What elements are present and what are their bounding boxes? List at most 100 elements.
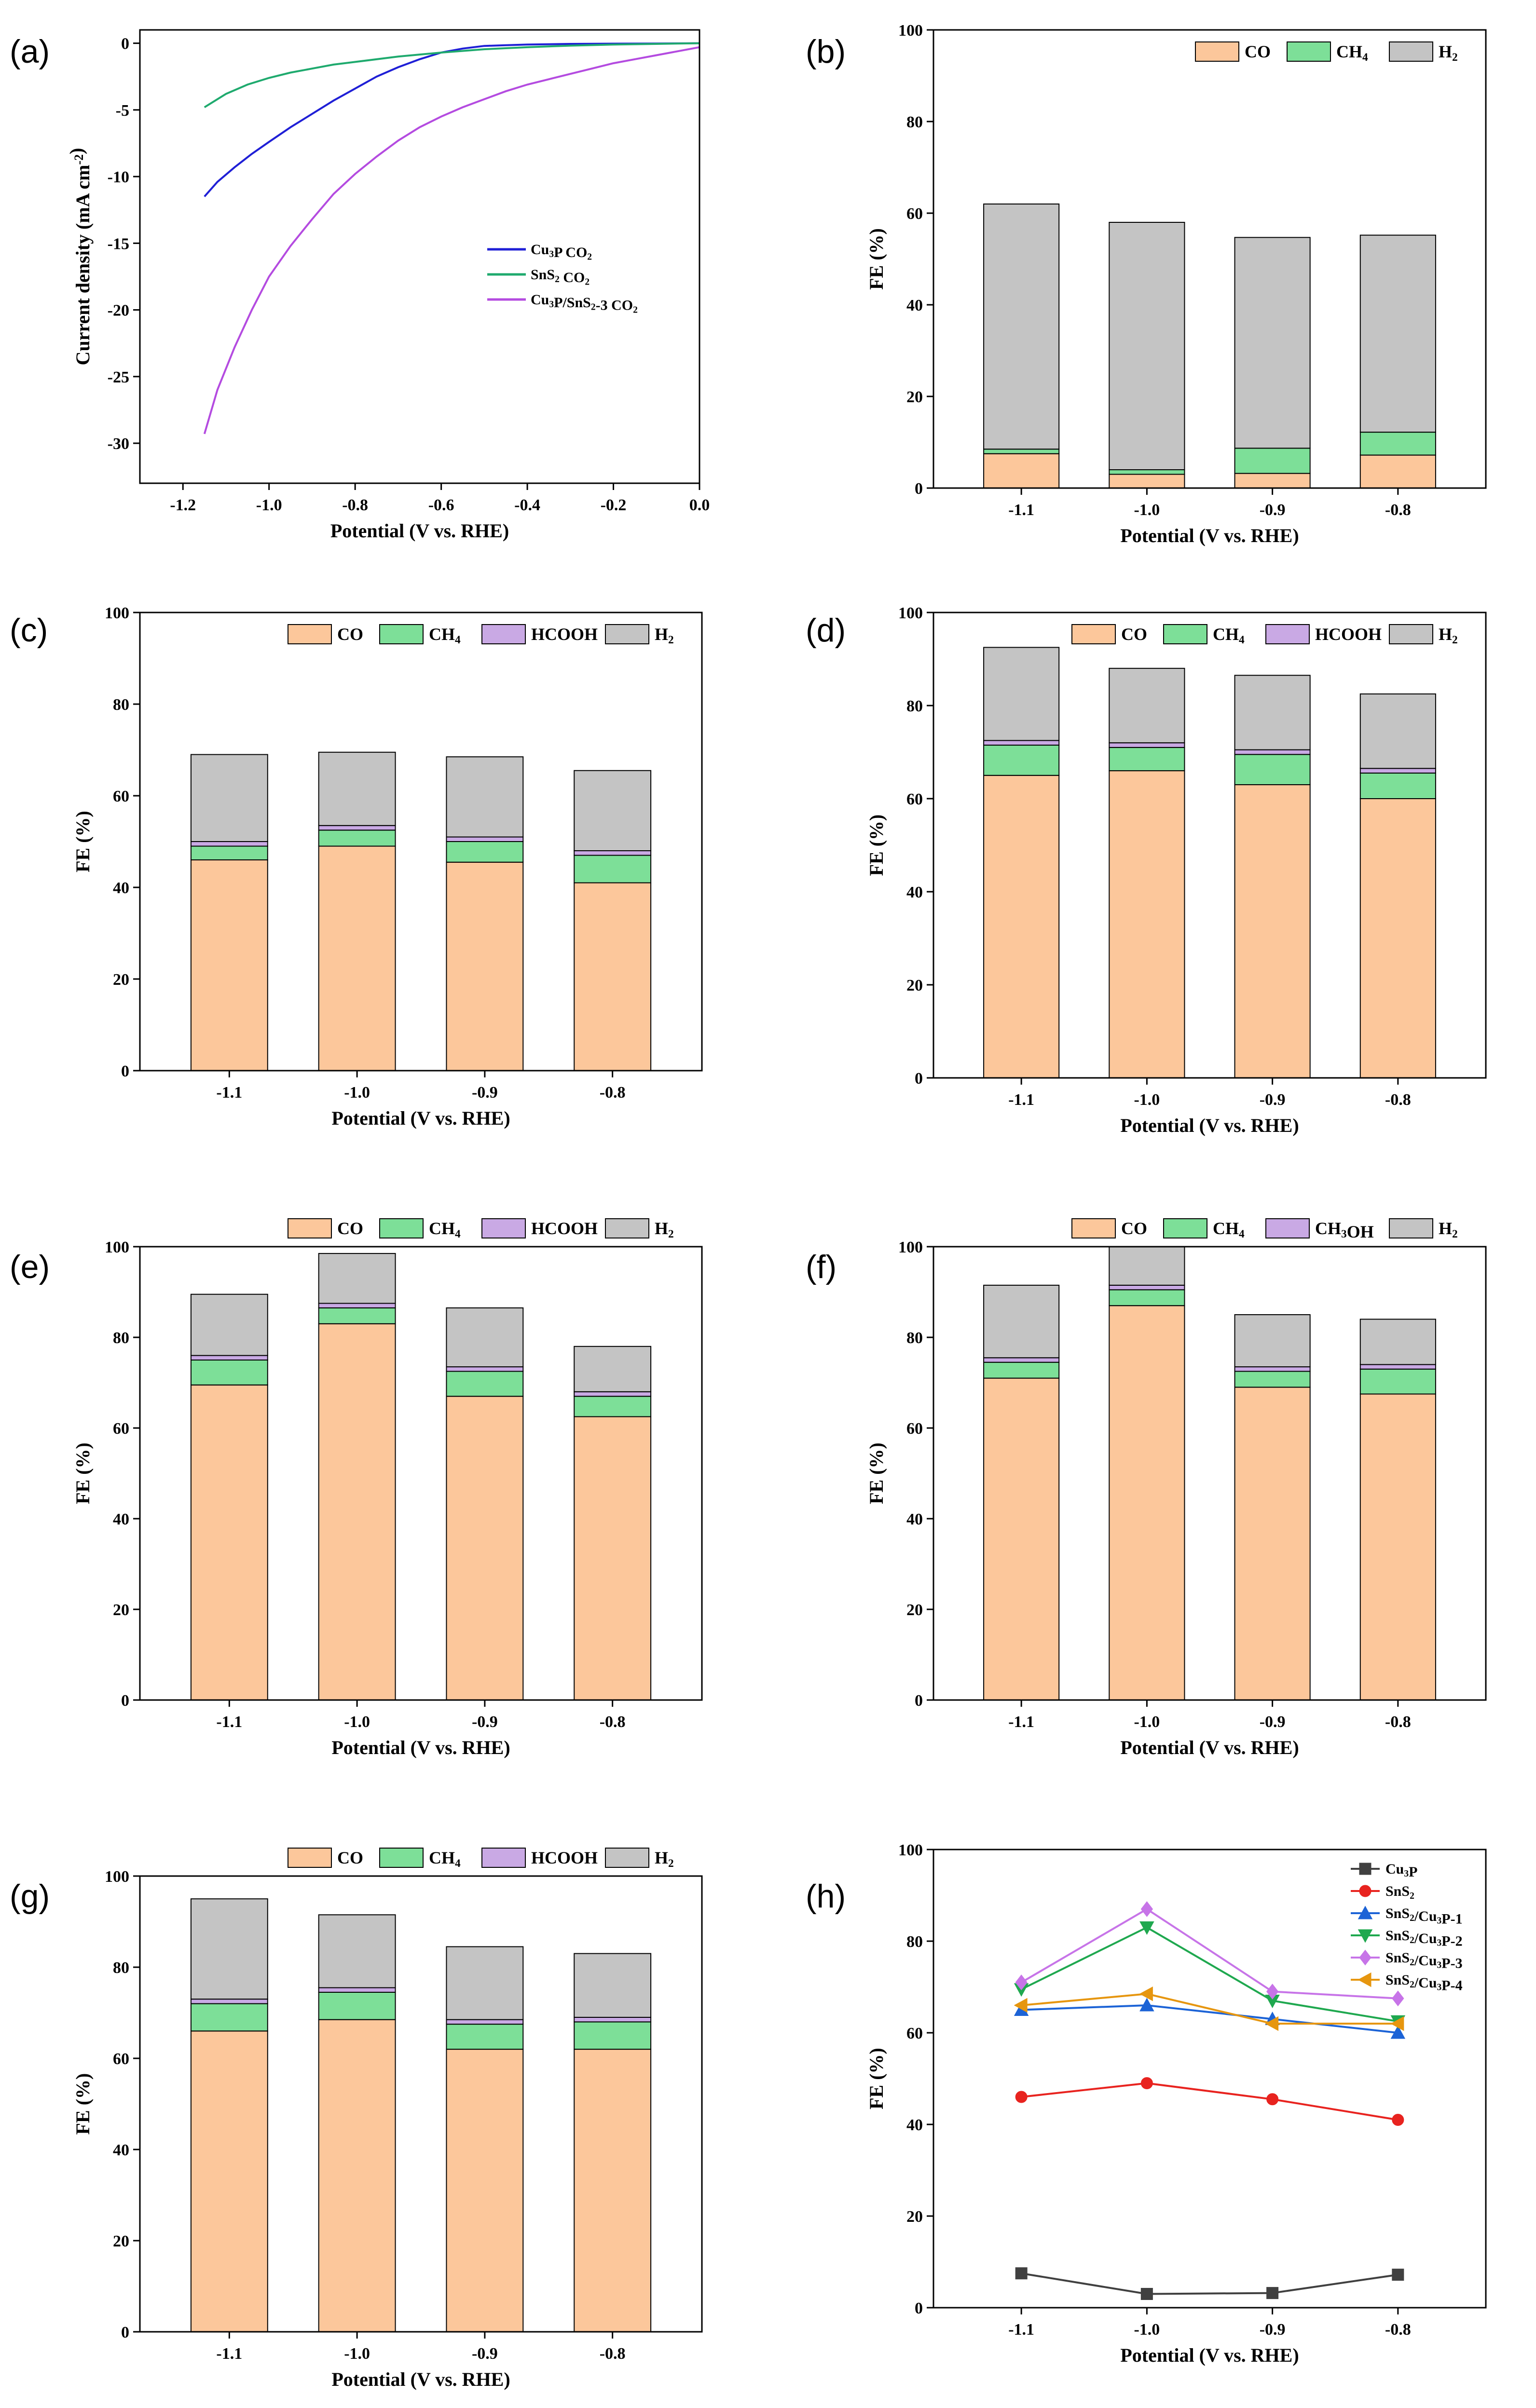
legend-swatch (481, 1218, 526, 1238)
y-tick-label: 100 (898, 22, 923, 40)
y-tick-label: 80 (906, 1329, 923, 1347)
panel-b: (b) -1.1 -1.0 -0.9 -0.8 0 20 40 60 80 100 FE (%) Pot… (806, 22, 1487, 546)
data-point (1266, 2093, 1279, 2106)
data-point (1139, 1986, 1153, 2001)
bar-ch--0.9 (446, 2024, 524, 2050)
x-axis-title: Potential (V vs. RHE) (331, 1107, 510, 1129)
x-tick-label: -0.9 (1260, 1713, 1286, 1731)
y-tick-label: 60 (113, 788, 129, 805)
legend-swatch (1389, 41, 1433, 62)
x-tick-label: -1.0 (1134, 2321, 1160, 2339)
bar-co--0.8 (1359, 1393, 1436, 1701)
panel-a: (a) -1.2 -1.0 -0.8 -0.6 -0.4 -0.2 0.0 0 -5 -10 -15 -… (10, 29, 710, 542)
bar-ch--0.9 (446, 1371, 524, 1397)
x-tick-label: -0.9 (1260, 501, 1286, 519)
bar-hcooh--0.8 (574, 850, 652, 856)
x-axis-title: Potential (V vs. RHE) (1120, 1115, 1299, 1136)
plot-frame-b (933, 29, 1487, 489)
bar-ch--0.8 (574, 1396, 652, 1417)
bar-hcooh--1.0 (318, 1303, 396, 1308)
legend-label: HCOOH (531, 625, 598, 644)
y-tick-label: 60 (906, 2025, 923, 2042)
legend-swatch (1265, 624, 1310, 644)
x-axis-title: Potential (V vs. RHE) (331, 1737, 510, 1758)
series-line (204, 42, 700, 109)
bar-h--1.1 (190, 754, 268, 842)
bar-hcooh--1.1 (190, 1355, 268, 1361)
plot-frame-h (933, 1849, 1487, 2309)
series-line (1021, 2004, 1399, 2034)
x-tick-label: -0.2 (601, 496, 627, 514)
y-tick-label: 100 (105, 604, 129, 622)
legend-label: SnS2 (1385, 1883, 1414, 1901)
panel-label: (h) (806, 1878, 846, 1915)
bar-h--0.8 (1359, 234, 1436, 433)
series-line (203, 46, 700, 435)
y-tick-label: 40 (906, 297, 923, 314)
bar-h--0.9 (1234, 675, 1311, 750)
data-point (1359, 1885, 1371, 1897)
bar-co--0.9 (1234, 473, 1311, 489)
series-line (204, 42, 700, 197)
legend-label: CH4 (1213, 625, 1245, 646)
legend-swatch (1389, 1218, 1433, 1238)
data-point (1015, 2091, 1028, 2103)
legend-label: SnS2/Cu3P-1 (1385, 1905, 1463, 1927)
x-axis-title: Potential (V vs. RHE) (1120, 2344, 1299, 2366)
y-tick-label: 40 (906, 2116, 923, 2134)
legend-label: SnS2/Cu3P-3 (1385, 1950, 1463, 1972)
y-tick-label: 100 (105, 1868, 129, 1886)
bar-ch--0.8 (574, 2021, 652, 2050)
legend-swatch (481, 1848, 526, 1868)
y-tick-label: 100 (898, 1238, 923, 1256)
x-tick-label: -1.0 (1134, 1713, 1160, 1731)
legend-swatch (1071, 624, 1116, 644)
x-axis-title: Potential (V vs. RHE) (1120, 525, 1299, 546)
y-tick-label: 80 (906, 1933, 923, 1951)
x-tick-label: -0.8 (600, 1084, 626, 1102)
legend-swatch (1163, 1218, 1207, 1238)
y-tick-label: 20 (906, 2208, 923, 2226)
x-tick-label: -1.1 (216, 1713, 242, 1731)
y-tick-label: 60 (113, 1420, 129, 1438)
bar-hcooh--1.1 (190, 841, 268, 847)
data-point (1015, 2267, 1028, 2280)
legend-swatch (1195, 41, 1239, 62)
x-tick-label: -0.8 (600, 2345, 626, 2363)
bar-co--0.8 (574, 2049, 652, 2333)
legend-label: HCOOH (531, 1219, 598, 1238)
plot-frame-e (139, 1246, 703, 1701)
bar-ch--1.0 (318, 830, 396, 847)
legend-swatch (481, 624, 526, 644)
bar-choh--0.9 (1234, 1366, 1311, 1372)
legend-swatch (288, 1848, 332, 1868)
y-tick-label: 80 (113, 1329, 129, 1347)
data-point (1390, 2025, 1406, 2039)
y-tick-label: 60 (906, 205, 923, 223)
x-tick-label: -1.0 (1134, 1091, 1160, 1109)
x-tick-label: -0.8 (600, 1713, 626, 1731)
y-tick-label: 20 (906, 388, 923, 406)
data-point (1358, 1929, 1373, 1943)
panel-label: (e) (10, 1249, 50, 1285)
legend-label: SnS2 CO2 (531, 267, 590, 287)
data-point (1140, 2288, 1153, 2300)
x-tick-label: 0.0 (689, 496, 710, 514)
legend-label: CH4 (429, 625, 461, 646)
plot-frame-c (139, 612, 703, 1072)
y-tick-label: -15 (108, 235, 129, 253)
bar-hcooh--0.8 (1359, 768, 1436, 774)
bar-co--1.0 (318, 2019, 396, 2332)
bar-hcooh--0.8 (574, 2016, 652, 2023)
y-tick-label: 0 (915, 1070, 923, 1088)
panel-c: (c) -1.1 -1.0 -0.9 -0.8 0 20 40 60 80 100 FE (%) Pot… (10, 604, 703, 1129)
bar-hcooh--1.1 (983, 740, 1060, 746)
bar-h--1.1 (983, 204, 1060, 450)
y-axis-title: FE (%) (72, 811, 94, 872)
data-point (1359, 1863, 1371, 1875)
data-point (1140, 2077, 1153, 2089)
y-axis-title: FE (%) (865, 1442, 887, 1504)
bar-hcooh--0.9 (1234, 749, 1311, 755)
legend-swatch (1265, 1218, 1310, 1238)
